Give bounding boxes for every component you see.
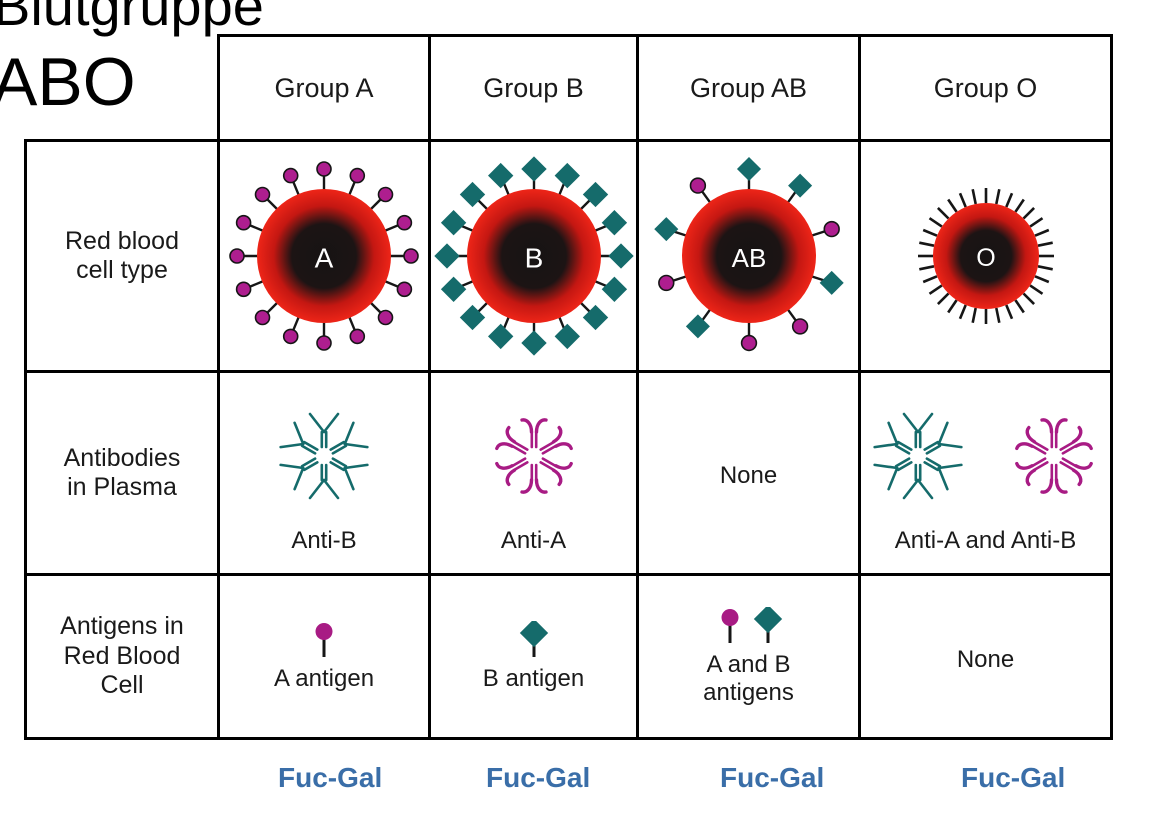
svg-text:O: O <box>976 244 995 272</box>
svg-text:AB: AB <box>731 243 766 273</box>
svg-text:B: B <box>524 243 543 274</box>
svg-text:A: A <box>315 243 334 274</box>
